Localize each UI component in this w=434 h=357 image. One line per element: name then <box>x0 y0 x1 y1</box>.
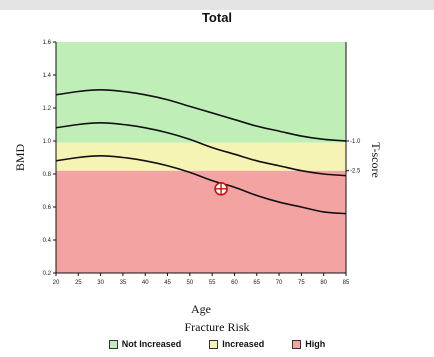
legend-item-increased: Increased <box>209 339 264 349</box>
x-tick-label: 70 <box>276 280 283 286</box>
reference-curves <box>55 89 347 215</box>
y-tick-label: 0.6 <box>43 205 52 211</box>
legend-item-high: High <box>292 339 325 349</box>
y-tick-label: 0.2 <box>43 271 52 277</box>
legend-label-increased: Increased <box>222 339 265 349</box>
zone-not-increased <box>56 42 346 143</box>
x-tick-label: 80 <box>320 280 327 286</box>
x-axis-title: Age <box>191 302 211 316</box>
y-axis-title: BMD <box>13 143 27 171</box>
y-tick-label: 1.6 <box>43 40 52 46</box>
right-tick-label: -1.0 <box>350 139 361 145</box>
x-tick-label: 55 <box>209 280 216 286</box>
legend-label-high: High <box>305 339 326 349</box>
x-tick-label: 85 <box>343 280 350 286</box>
legend-item-not-increased: Not Increased <box>108 339 182 349</box>
legend-swatch-increased <box>209 339 219 349</box>
x-tick-label: 60 <box>231 280 238 286</box>
risk-zones <box>56 42 346 273</box>
chart-title: Total <box>201 10 233 25</box>
legend-title: Fracture Risk <box>184 320 250 334</box>
y-tick-label: 1.2 <box>43 106 52 112</box>
y-tick-label: 1.4 <box>43 73 52 79</box>
zone-increased <box>56 142 346 171</box>
legend: Not Increased Increased High <box>0 339 434 349</box>
curve-2 <box>55 122 347 177</box>
x-tick-label: 20 <box>53 280 60 286</box>
x-tick-label: 45 <box>164 280 171 286</box>
x-tick-label: 35 <box>120 280 127 286</box>
patient-marker-group <box>214 182 228 196</box>
legend-swatch-not-increased <box>108 339 118 349</box>
y-tick-label: 0.8 <box>43 172 52 178</box>
x-tick-label: 25 <box>75 280 82 286</box>
x-tick-label: 30 <box>97 280 104 286</box>
curve-3 <box>55 155 347 215</box>
legend-label-not-increased: Not Increased <box>121 339 182 349</box>
top-bar <box>0 0 434 10</box>
y-tick-label: 1.0 <box>43 139 52 145</box>
x-tick-label: 65 <box>253 280 260 286</box>
axes: 0.2 0.4 0.6 0.8 1.0 1.2 1.4 1.6 20 25 30 35 40 45 50 55… <box>43 40 361 286</box>
right-axis-title: T-score <box>369 142 383 178</box>
curve-1 <box>55 89 347 142</box>
right-tick-label: -2.5 <box>350 169 361 175</box>
x-tick-label: 75 <box>298 280 305 286</box>
x-tick-label: 40 <box>142 280 149 286</box>
legend-swatch-high <box>292 339 302 349</box>
x-tick-label: 50 <box>187 280 194 286</box>
y-tick-label: 0.4 <box>43 238 52 244</box>
zone-high <box>56 170 346 273</box>
